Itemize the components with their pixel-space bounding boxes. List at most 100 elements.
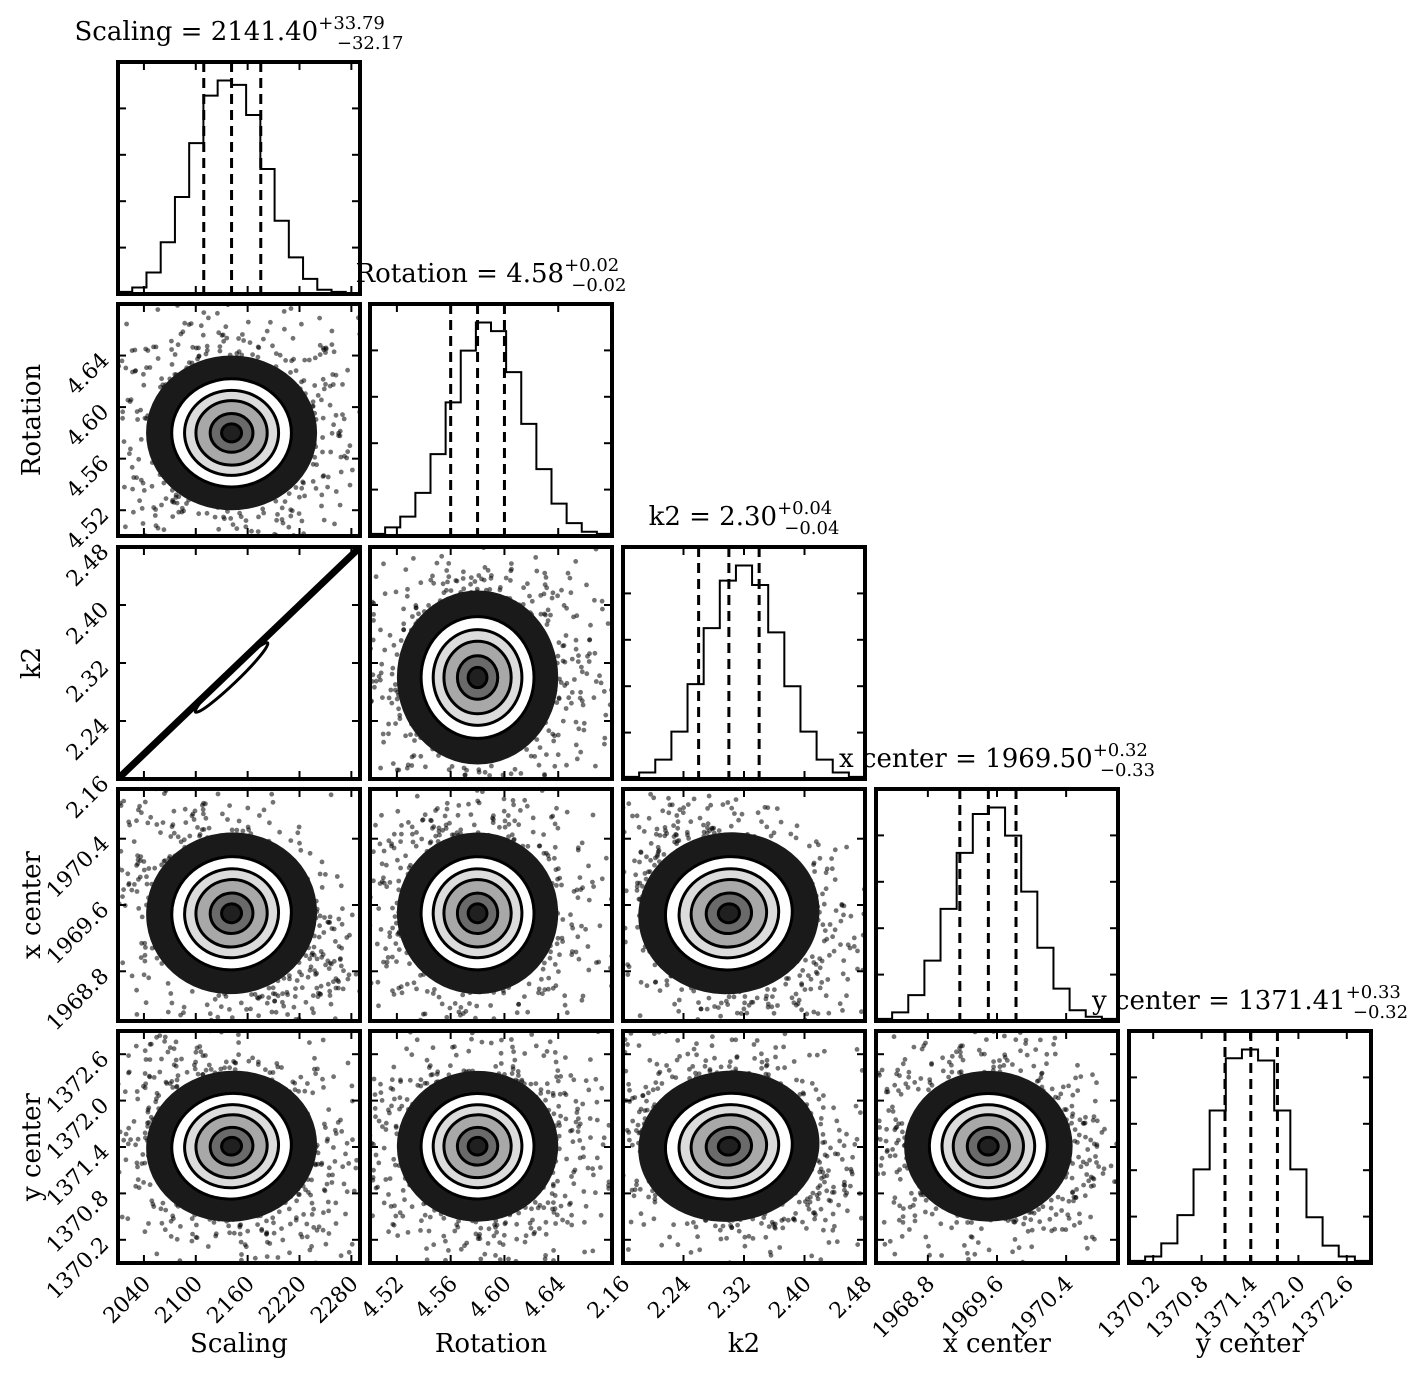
- scatter-point: [268, 319, 273, 325]
- scatter-point: [837, 1001, 843, 1007]
- scatter-point: [310, 399, 316, 405]
- scatter-point: [823, 993, 829, 999]
- scatter-point: [458, 1005, 464, 1010]
- scatter-point: [401, 606, 406, 612]
- scatter-point: [563, 633, 569, 638]
- scatter-point: [516, 1001, 521, 1007]
- scatter-point: [578, 689, 583, 695]
- scatter-point: [398, 984, 404, 990]
- scatter-point: [329, 961, 334, 967]
- scatter-point: [433, 833, 439, 839]
- scatter-point: [332, 521, 337, 527]
- scatter-point: [169, 1000, 175, 1006]
- scatter-point: [120, 415, 125, 421]
- scatter-point: [198, 763, 203, 768]
- scatter-point: [573, 646, 579, 652]
- scatter-point: [126, 881, 132, 886]
- scatter-point: [553, 867, 559, 873]
- scatter-point: [200, 332, 206, 338]
- scatter-point: [372, 684, 377, 690]
- scatter-point: [385, 996, 390, 1001]
- scatter-point: [634, 884, 640, 889]
- scatter-point: [755, 1023, 760, 1028]
- scatter-point: [844, 993, 849, 999]
- scatter-point: [378, 765, 383, 771]
- scatter-point: [540, 991, 545, 997]
- scatter-point: [588, 622, 593, 628]
- scatter-point: [341, 801, 346, 806]
- scatter-point: [652, 962, 658, 968]
- scatter-point: [342, 825, 347, 830]
- scatter-point: [270, 985, 276, 991]
- scatter-point: [638, 979, 644, 985]
- scatter-point: [414, 986, 419, 992]
- scatter-point: [648, 857, 653, 863]
- scatter-point: [281, 309, 287, 314]
- scatter-point: [293, 485, 299, 490]
- scatter-point: [376, 405, 381, 410]
- scatter-point: [838, 942, 843, 947]
- scatter-point: [778, 819, 784, 825]
- title-plus: +0.02: [564, 255, 619, 276]
- scatter-point: [386, 721, 391, 727]
- scatter-point: [144, 881, 150, 887]
- scatter-point: [524, 747, 529, 752]
- y-axis-label-x-center: x center: [17, 850, 47, 958]
- scatter-point: [130, 486, 136, 492]
- scatter-point: [716, 1005, 721, 1010]
- scatter-point: [423, 764, 428, 770]
- scatter-point: [328, 1001, 334, 1007]
- scatter-point: [536, 843, 542, 849]
- scatter-point: [341, 416, 347, 422]
- scatter-point: [312, 961, 317, 966]
- scatter-point: [261, 807, 267, 813]
- scatter-point: [579, 923, 584, 929]
- scatter-point: [124, 321, 129, 327]
- scatter-point: [827, 922, 833, 927]
- panel-rotation-vs-scaling: [116, 302, 381, 538]
- scatter-point: [500, 540, 505, 545]
- scatter-point: [178, 839, 184, 845]
- scatter-point: [497, 824, 502, 830]
- scatter-point: [493, 511, 498, 516]
- scatter-point: [664, 978, 670, 984]
- scatter-point: [840, 1008, 845, 1013]
- scatter-point: [395, 857, 400, 863]
- scatter-point: [718, 1000, 724, 1006]
- scatter-point: [398, 865, 403, 871]
- scatter-point: [199, 827, 205, 832]
- scatter-point: [744, 1010, 750, 1016]
- scatter-point: [614, 823, 619, 828]
- scatter-point: [332, 686, 337, 691]
- scatter-point: [222, 516, 227, 522]
- scatter-point: [340, 382, 345, 387]
- scatter-point: [136, 807, 141, 813]
- scatter-point: [206, 825, 212, 831]
- scatter-point: [485, 567, 491, 573]
- scatter-point: [579, 669, 585, 675]
- scatter-point: [815, 1011, 821, 1016]
- scatter-point: [236, 349, 242, 355]
- scatter-point: [811, 860, 817, 866]
- scatter-point: [229, 827, 235, 833]
- scatter-point: [345, 449, 351, 455]
- scatter-point: [550, 590, 556, 596]
- scatter-point: [808, 976, 814, 982]
- scatter-point: [422, 540, 427, 545]
- scatter-point: [395, 1040, 400, 1045]
- scatter-point: [662, 825, 668, 830]
- scatter-point: [527, 593, 532, 599]
- scatter-point: [300, 479, 306, 485]
- scatter-point: [384, 862, 389, 868]
- scatter-point: [638, 695, 643, 700]
- scatter-point: [227, 803, 233, 808]
- scatter-point: [383, 946, 388, 952]
- scatter-point: [387, 1039, 392, 1044]
- scatter-point: [303, 953, 309, 959]
- scatter-point: [725, 800, 731, 805]
- scatter-point: [323, 381, 328, 387]
- scatter-point: [821, 901, 827, 907]
- scatter-point: [309, 1212, 315, 1217]
- scatter-point: [391, 992, 397, 997]
- scatter-point: [386, 838, 392, 844]
